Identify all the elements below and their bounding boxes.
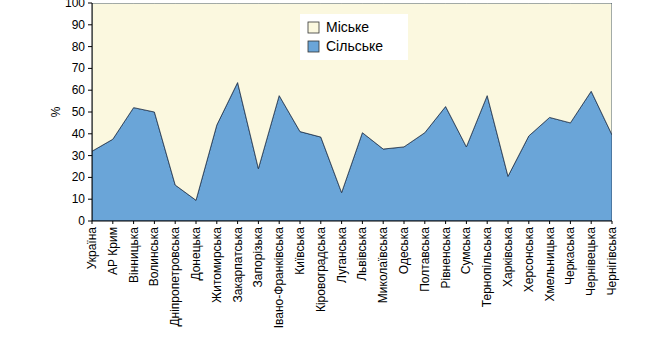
y-tick-label: 70 <box>72 61 86 75</box>
x-tick <box>404 221 405 224</box>
x-tick-label: Чернівецька <box>584 227 598 296</box>
legend-box <box>300 14 408 60</box>
x-tick <box>237 221 238 224</box>
y-tick-label: 0 <box>78 214 85 228</box>
x-tick <box>154 221 155 224</box>
x-tick <box>383 221 384 224</box>
x-tick-label: Україна <box>85 227 99 270</box>
y-tick <box>88 221 92 222</box>
y-tick <box>88 133 92 134</box>
x-tick-label: Рівненська <box>439 227 453 289</box>
x-tick <box>591 221 592 224</box>
x-tick <box>612 221 613 224</box>
x-tick-label: Волинська <box>147 227 161 287</box>
x-tick-label: Сумська <box>459 227 473 275</box>
x-tick <box>92 221 93 224</box>
x-tick <box>279 221 280 224</box>
y-axis-label: % <box>49 106 63 117</box>
x-tick <box>508 221 509 224</box>
y-tick-label: 60 <box>72 83 86 97</box>
legend-label: Міське <box>326 19 369 35</box>
y-tick-label: 40 <box>72 127 86 141</box>
y-tick <box>88 68 92 69</box>
x-tick <box>216 221 217 224</box>
legend-swatch <box>308 22 319 33</box>
x-tick <box>466 221 467 224</box>
x-tick-label: Луганська <box>335 227 349 283</box>
y-tick <box>88 155 92 156</box>
x-tick <box>528 221 529 224</box>
x-tick <box>300 221 301 224</box>
x-tick-label: Житомирська <box>210 227 224 303</box>
x-tick-label: АР Крим <box>106 227 120 275</box>
x-tick-label: Запорізька <box>251 227 265 288</box>
y-tick <box>88 199 92 200</box>
x-tick <box>258 221 259 224</box>
x-tick <box>133 221 134 224</box>
x-tick <box>487 221 488 224</box>
y-tick <box>88 46 92 47</box>
x-axis <box>92 221 612 222</box>
x-tick-label: Хмельницька <box>543 227 557 302</box>
x-tick <box>424 221 425 224</box>
x-tick-label: Херсонська <box>522 227 536 293</box>
x-tick <box>175 221 176 224</box>
x-tick-label: Київська <box>293 227 307 275</box>
legend-swatch <box>308 41 319 52</box>
x-tick <box>445 221 446 224</box>
x-tick-label: Закарпатська <box>231 227 245 303</box>
legend-label: Сільське <box>326 38 383 54</box>
y-tick <box>88 177 92 178</box>
x-tick <box>112 221 113 224</box>
x-tick-label: Львівська <box>355 227 369 281</box>
x-tick-label: Дніпропетровська <box>168 227 182 327</box>
x-tick <box>320 221 321 224</box>
y-tick-label: 50 <box>72 105 86 119</box>
y-tick <box>88 90 92 91</box>
x-tick-label: Одеська <box>397 227 411 275</box>
y-tick-label: 20 <box>72 170 86 184</box>
x-tick-label: Кіровоградська <box>314 227 328 312</box>
x-tick-label: Донецька <box>189 227 203 281</box>
y-tick <box>88 24 92 25</box>
x-tick-label: Тернопільська <box>480 227 494 307</box>
area <box>92 3 612 200</box>
x-tick-label: Полтавська <box>418 227 432 292</box>
x-tick-label: Черкаська <box>563 227 577 285</box>
y-tick-label: 90 <box>72 18 86 32</box>
x-tick-label: Миколаївська <box>376 227 390 304</box>
x-tick <box>196 221 197 224</box>
x-tick-label: Чернігівська <box>605 227 619 296</box>
x-tick <box>341 221 342 224</box>
plot-area <box>92 3 612 221</box>
y-tick <box>88 112 92 113</box>
chart: 0 10 20 30 40 50 60 70 80 90 100% Україна АР Крим Він… <box>0 0 661 343</box>
y-tick <box>88 3 92 4</box>
y-tick-label: 10 <box>72 192 86 206</box>
y-tick-label: 30 <box>72 149 86 163</box>
y-tick-label: 100 <box>65 0 85 10</box>
x-tick <box>549 221 550 224</box>
x-tick-label: Харківська <box>501 227 515 287</box>
x-tick <box>570 221 571 224</box>
x-tick <box>362 221 363 224</box>
x-tick-label: Вінницька <box>127 227 141 283</box>
x-tick-label: Івано-Франківська <box>272 227 286 329</box>
y-tick-label: 80 <box>72 40 86 54</box>
legend: Міське Сільське <box>300 14 408 60</box>
